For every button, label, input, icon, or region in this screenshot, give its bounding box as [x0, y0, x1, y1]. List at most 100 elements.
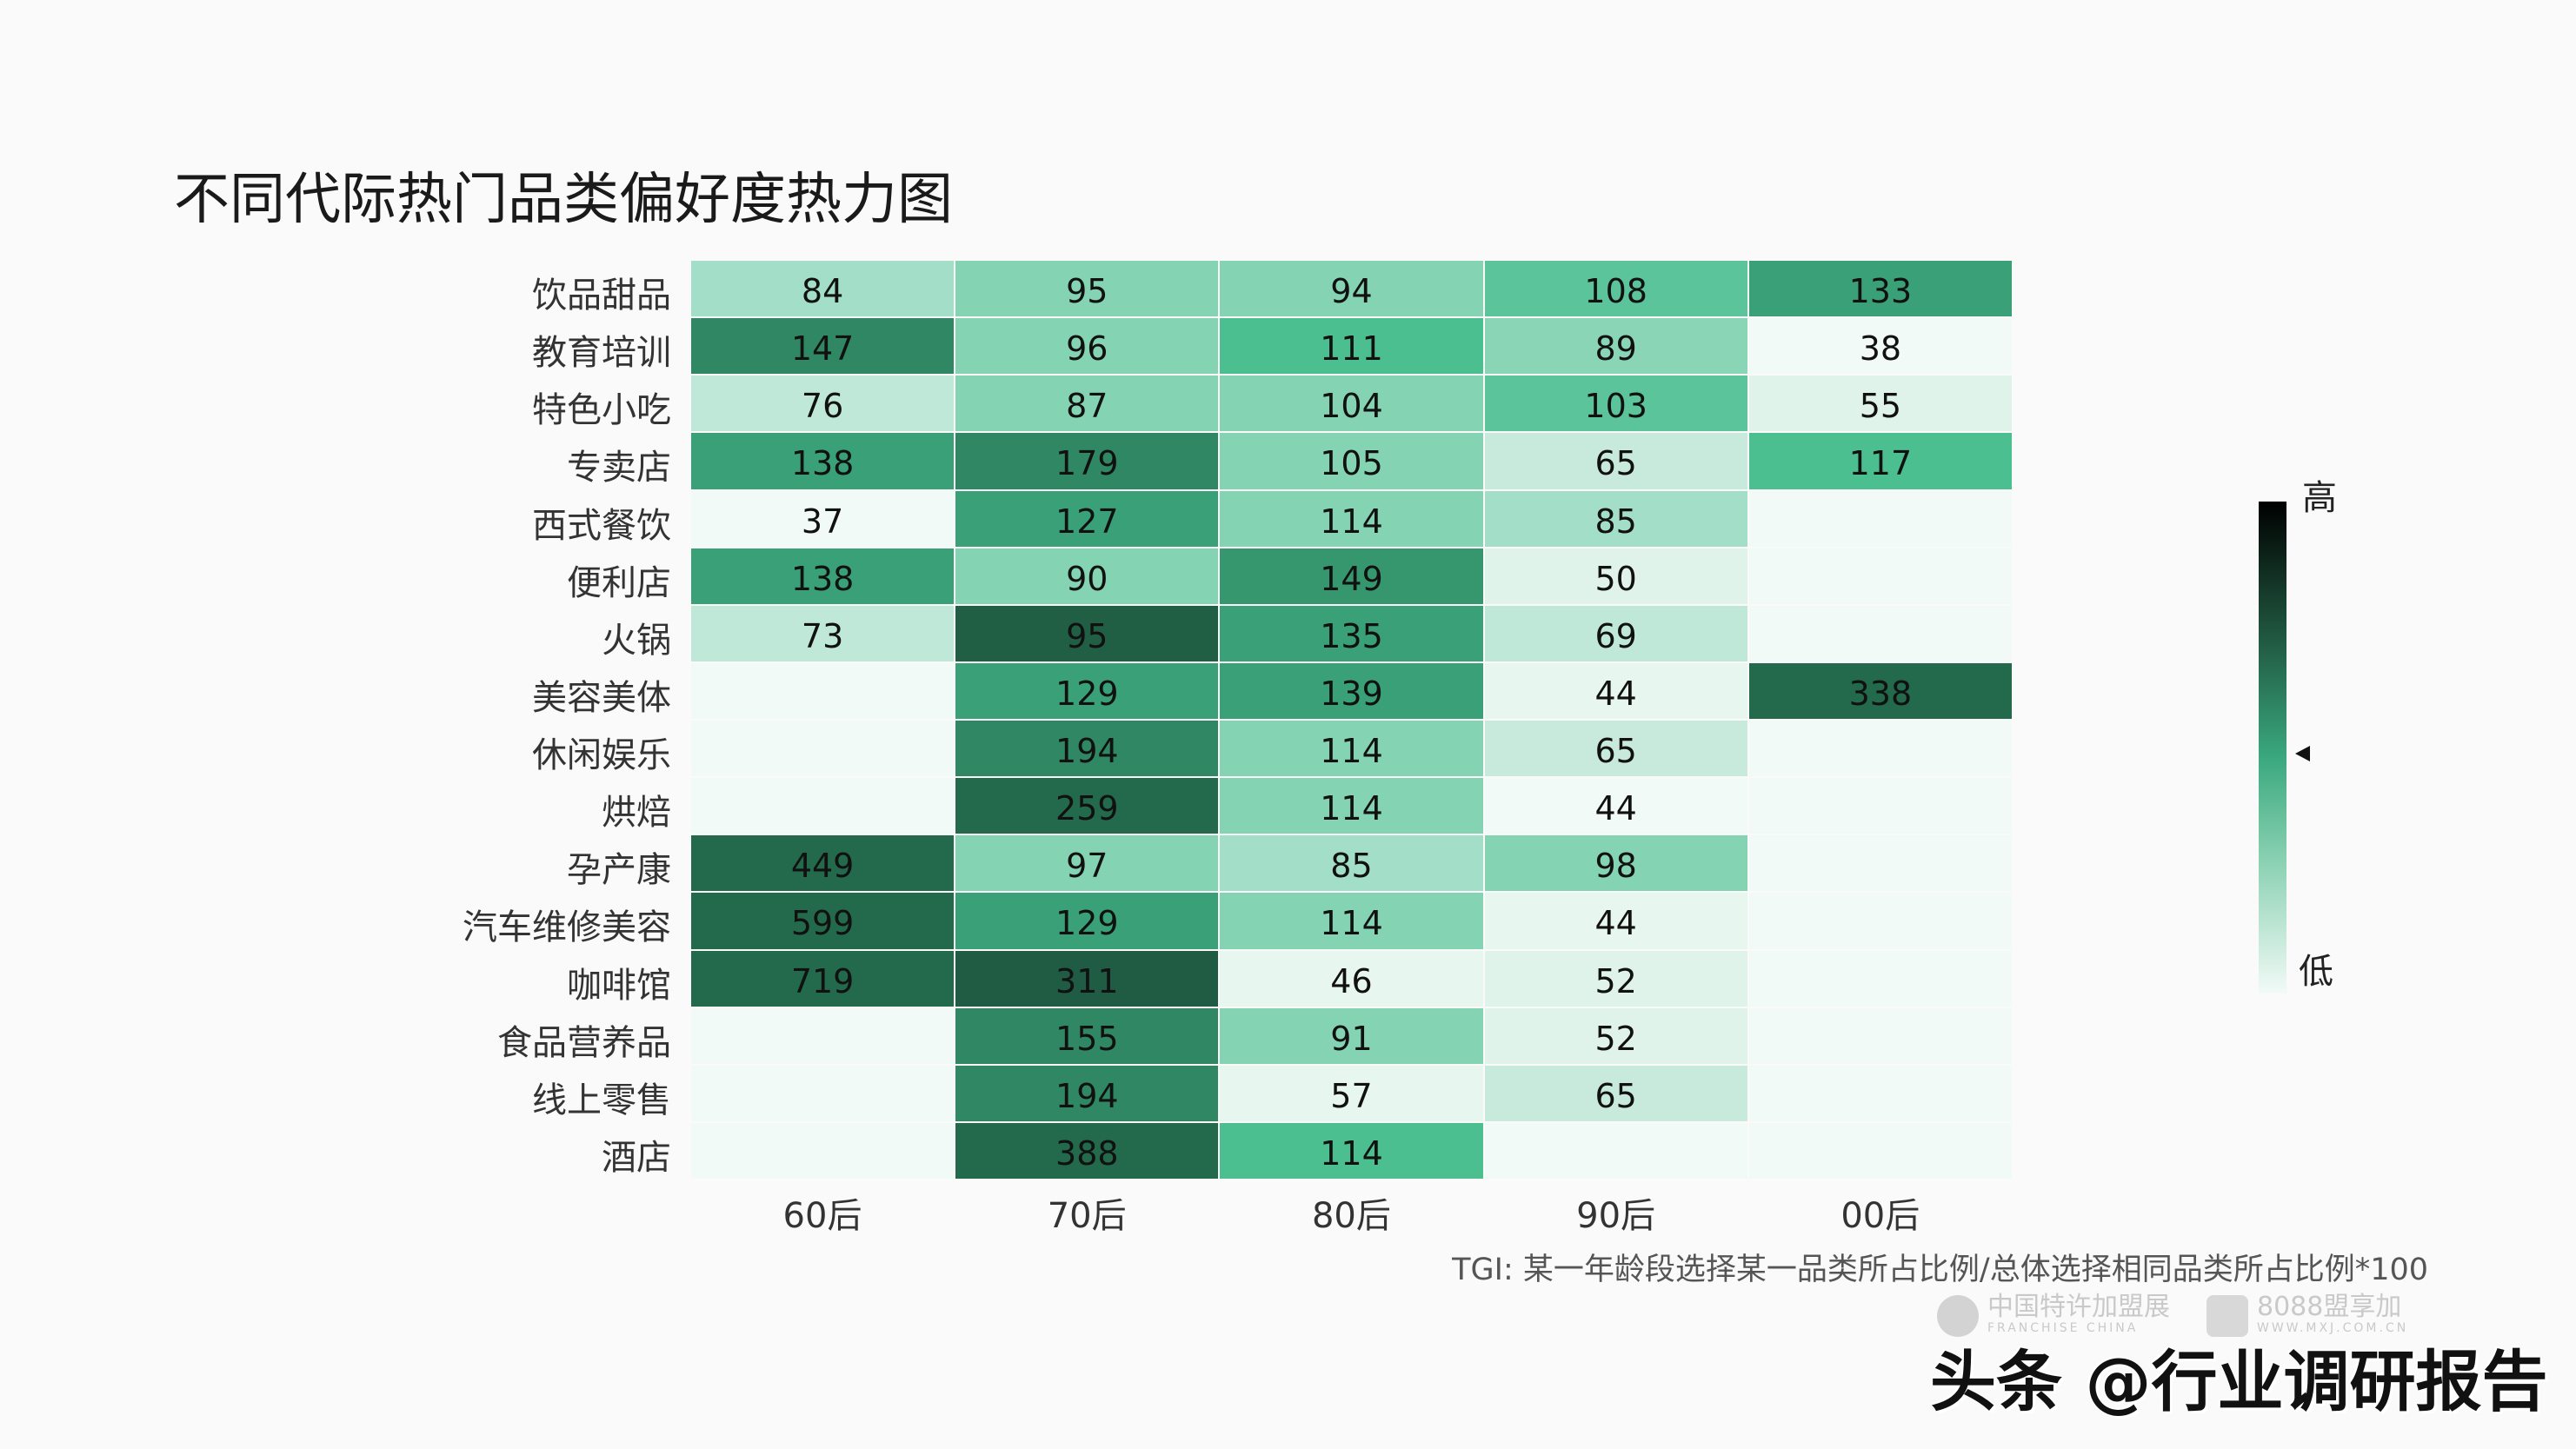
- mxj-logo-icon: [2207, 1295, 2248, 1337]
- x-tick-label: 90后: [1576, 1196, 1656, 1236]
- y-tick-label: 专卖店: [567, 448, 671, 489]
- heatmap-cell: 129: [955, 661, 1220, 720]
- heatmap-cell: 117: [1747, 432, 2013, 490]
- heatmap-cell: 65: [1483, 432, 1748, 490]
- heatmap-cell: 138: [690, 547, 955, 605]
- heatmap-cell: 105: [1219, 432, 1484, 490]
- heatmap-cell: [1747, 1121, 2013, 1180]
- heatmap-cell: 52: [1483, 1007, 1748, 1065]
- tgi-note: TGI: 某一年龄段选择某一品类所占比例/总体选择相同品类所占比例*100: [1452, 1253, 2428, 1287]
- heatmap-cell: 55: [1747, 375, 2013, 433]
- heatmap-cell: 114: [1219, 777, 1484, 835]
- heatmap-cell: 388: [955, 1121, 1220, 1180]
- x-tick-label: 00后: [1840, 1196, 1920, 1236]
- heatmap-cell: 449: [690, 834, 955, 893]
- colorbar-high-label: 高: [2302, 478, 2337, 518]
- heatmap-cell: [690, 1121, 955, 1180]
- heatmap-cell: 139: [1219, 661, 1484, 720]
- y-tick-label: 教育培训: [532, 333, 671, 374]
- heatmap-cell: [690, 1007, 955, 1065]
- heatmap-cell: 104: [1219, 375, 1484, 433]
- franchise-logo-icon: [1937, 1295, 1979, 1337]
- heatmap-cell: 103: [1483, 375, 1748, 433]
- heatmap-cell: 38: [1747, 317, 2013, 376]
- logo2-subtext: WWW.MXJ.COM.CN: [2257, 1321, 2409, 1335]
- heatmap-cell: 90: [955, 547, 1220, 605]
- heatmap-cell: [1747, 834, 2013, 893]
- heatmap-cell: 111: [1219, 317, 1484, 376]
- mxj-logo: 8088盟享加 WWW.MXJ.COM.CN: [2207, 1292, 2409, 1337]
- heatmap-cell: 108: [1483, 260, 1748, 318]
- y-tick-label: 火锅: [602, 620, 671, 661]
- heatmap-cell: 52: [1483, 949, 1748, 1007]
- heatmap-cell: 44: [1483, 892, 1748, 950]
- y-tick-label: 咖啡馆: [567, 965, 671, 1006]
- y-tick-label: 烘焙: [602, 793, 671, 834]
- heatmap-cell: 147: [690, 317, 955, 376]
- y-tick-label: 休闲娱乐: [532, 735, 671, 775]
- heatmap-cell: 95: [955, 260, 1220, 318]
- heatmap-cell: [1747, 604, 2013, 662]
- heatmap-cell: 194: [955, 720, 1220, 778]
- heatmap-cell: 73: [690, 604, 955, 662]
- heatmap-cell: [690, 720, 955, 778]
- heatmap-cell: 194: [955, 1064, 1220, 1122]
- heatmap-cell: 179: [955, 432, 1220, 490]
- heatmap-cell: 98: [1483, 834, 1748, 893]
- heatmap-cell: 91: [1219, 1007, 1484, 1065]
- heatmap-grid: 84 95 94 108 133 147 96 111 89 38 76 87 104 103 55 138 1…: [690, 260, 2013, 1180]
- heatmap-cell: 149: [1219, 547, 1484, 605]
- heatmap-cell: 84: [690, 260, 955, 318]
- heatmap-cell: [1747, 720, 2013, 778]
- logo2-text: 8088盟享加: [2257, 1292, 2402, 1322]
- x-tick-label: 60后: [782, 1196, 862, 1236]
- heatmap-cell: 127: [955, 489, 1220, 548]
- heatmap-cell: 65: [1483, 720, 1748, 778]
- heatmap-cell: 155: [955, 1007, 1220, 1065]
- y-tick-label: 饮品甜品: [532, 276, 671, 316]
- heatmap-cell: 94: [1219, 260, 1484, 318]
- colorbar-low-label: 低: [2299, 952, 2333, 992]
- heatmap-cell: 89: [1483, 317, 1748, 376]
- y-tick-label: 酒店: [602, 1137, 671, 1178]
- heatmap-cell: 114: [1219, 892, 1484, 950]
- colorbar: [2259, 502, 2286, 994]
- heatmap-cell: 719: [690, 949, 955, 1007]
- heatmap-cell: [1747, 547, 2013, 605]
- y-tick-label: 美容美体: [532, 677, 671, 718]
- heatmap-cell: 114: [1219, 720, 1484, 778]
- heatmap-cell: 138: [690, 432, 955, 490]
- x-tick-label: 80后: [1311, 1196, 1391, 1236]
- chart-title: 不同代际热门品类偏好度热力图: [174, 168, 953, 232]
- heatmap-cell: 57: [1219, 1064, 1484, 1122]
- heatmap-cell: [690, 777, 955, 835]
- heatmap-cell: [1747, 949, 2013, 1007]
- heatmap-cell: 114: [1219, 489, 1484, 548]
- y-tick-label: 便利店: [567, 562, 671, 603]
- heatmap-cell: 96: [955, 317, 1220, 376]
- y-tick-label: 汽车维修美容: [463, 907, 671, 948]
- heatmap-cell: 311: [955, 949, 1220, 1007]
- logo1-subtext: FRANCHISE CHINA: [1987, 1321, 2139, 1335]
- heatmap-cell: 37: [690, 489, 955, 548]
- heatmap-cell: 44: [1483, 661, 1748, 720]
- heatmap-cell: 95: [955, 604, 1220, 662]
- heatmap-cell: 129: [955, 892, 1220, 950]
- logo1-text: 中国特许加盟展: [1987, 1292, 2170, 1322]
- heatmap-cell: 76: [690, 375, 955, 433]
- x-tick-label: 70后: [1047, 1196, 1127, 1236]
- heatmap-cell: 135: [1219, 604, 1484, 662]
- heatmap-cell: [1747, 777, 2013, 835]
- heatmap-cell: [1483, 1121, 1748, 1180]
- heatmap-cell: [690, 661, 955, 720]
- heatmap-cell: [1747, 892, 2013, 950]
- heatmap-cell: [1747, 1007, 2013, 1065]
- heatmap-cell: 85: [1483, 489, 1748, 548]
- heatmap-cell: 97: [955, 834, 1220, 893]
- heatmap-cell: 599: [690, 892, 955, 950]
- heatmap-cell: [690, 1064, 955, 1122]
- y-tick-label: 特色小吃: [532, 390, 671, 431]
- heatmap-cell: [1747, 1064, 2013, 1122]
- heatmap-cell: 50: [1483, 547, 1748, 605]
- heatmap-cell: 133: [1747, 260, 2013, 318]
